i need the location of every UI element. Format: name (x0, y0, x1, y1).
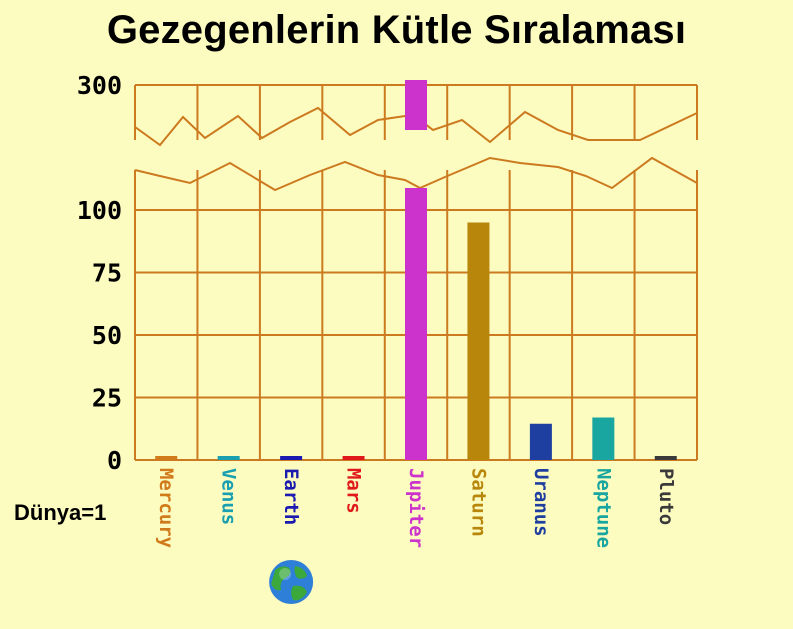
y-tick-label: 300 (77, 71, 122, 100)
unit-note: Dünya=1 (14, 500, 107, 525)
category-label-venus: Venus (218, 468, 240, 525)
x-axis-categories: Mercury Venus Earth Mars Jupiter Saturn Uranus… (155, 468, 677, 548)
bar-mercury (155, 456, 178, 460)
bar-earth (280, 456, 303, 460)
break-line-lower (134, 156, 698, 192)
category-label-jupiter: Jupiter (405, 468, 427, 548)
category-label-earth: Earth (280, 468, 302, 525)
category-label-mars: Mars (343, 468, 365, 514)
earth-land (291, 585, 308, 601)
bar-mars (342, 456, 365, 460)
bar-series (155, 80, 677, 460)
bar-neptune (592, 417, 615, 460)
y-axis-ticks: 0 25 50 75 100 300 (77, 71, 122, 475)
bar-uranus (529, 423, 552, 460)
earth-globe-icon (269, 560, 314, 604)
category-label-saturn: Saturn (467, 468, 489, 537)
earth-land (271, 566, 291, 591)
category-label-mercury: Mercury (155, 468, 177, 548)
chart-title: Gezegenlerin Kütle Sıralaması (106, 8, 687, 52)
category-label-neptune: Neptune (592, 468, 614, 548)
category-label-pluto: Pluto (655, 468, 677, 525)
bar-venus (217, 456, 240, 460)
earth-highlight (279, 568, 292, 580)
y-tick-label: 75 (92, 259, 122, 288)
earth-icon-layer (269, 560, 314, 604)
bar-pluto (654, 456, 677, 460)
bar-jupiter-lower (405, 188, 427, 460)
bar-saturn (467, 222, 490, 460)
earth-land (294, 566, 308, 579)
axis-break-gap (133, 140, 699, 170)
y-tick-label: 100 (77, 196, 122, 225)
bar-jupiter-upper (405, 80, 427, 130)
y-tick-label: 0 (107, 446, 122, 475)
axis-break (133, 106, 699, 192)
y-tick-label: 25 (92, 384, 122, 413)
y-tick-label: 50 (92, 321, 122, 350)
category-label-uranus: Uranus (530, 468, 552, 537)
